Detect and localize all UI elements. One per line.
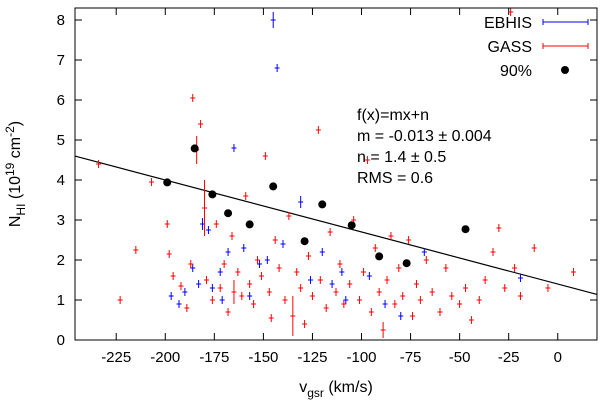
point bbox=[375, 252, 384, 261]
y-tick-label: 1 bbox=[57, 292, 65, 309]
y-label-end: ) bbox=[7, 121, 24, 126]
plot-frame bbox=[74, 7, 598, 341]
point bbox=[163, 178, 172, 187]
annotation: n = 1.4 ± 0.5 bbox=[357, 149, 446, 166]
x-tick-label: -150 bbox=[248, 349, 278, 366]
y-tick-label: 7 bbox=[57, 52, 65, 69]
y-tick-label: 0 bbox=[57, 332, 65, 349]
y-tick-label: 5 bbox=[57, 132, 65, 149]
y-label-sup: 19 bbox=[3, 162, 17, 176]
x-tick-label: -25 bbox=[498, 349, 520, 366]
legend-label: 90% bbox=[500, 63, 532, 80]
x-tick-label: 0 bbox=[554, 349, 562, 366]
x-tick-label: -175 bbox=[199, 349, 229, 366]
point bbox=[300, 237, 309, 246]
y-label-sub: HI bbox=[14, 204, 28, 216]
annotation: RMS = 0.6 bbox=[357, 170, 433, 187]
point bbox=[461, 225, 470, 234]
point bbox=[402, 259, 411, 268]
y-tick-label: 8 bbox=[57, 12, 65, 29]
x-tick-label: -200 bbox=[150, 349, 180, 366]
x-label-sub: gsr bbox=[307, 386, 324, 400]
point bbox=[190, 144, 199, 153]
y-label-main: N bbox=[7, 216, 24, 228]
x-tick-label: -50 bbox=[449, 349, 471, 366]
y-tick-label: 3 bbox=[57, 212, 65, 229]
y-tick-label: 6 bbox=[57, 92, 65, 109]
x-label-main: v bbox=[299, 379, 307, 396]
point bbox=[318, 200, 327, 209]
y-tick-label: 2 bbox=[57, 252, 65, 269]
legend-label: EBHIS bbox=[484, 15, 532, 32]
legend-label: GASS bbox=[488, 39, 532, 56]
point bbox=[208, 190, 217, 199]
x-tick-label: -100 bbox=[346, 349, 376, 366]
y-tick-label: 4 bbox=[57, 172, 65, 189]
annotation: m = -0.013 ± 0.004 bbox=[357, 128, 492, 145]
y-label-rest2: cm bbox=[7, 137, 24, 163]
legend-swatch bbox=[561, 66, 569, 74]
x-tick-label: -125 bbox=[297, 349, 327, 366]
annotation: f(x)=mx+n bbox=[357, 107, 429, 124]
point bbox=[347, 221, 356, 230]
x-tick-label: -75 bbox=[400, 349, 422, 366]
point bbox=[224, 209, 233, 218]
y-label-rest: (10 bbox=[7, 176, 24, 204]
point bbox=[269, 182, 278, 191]
x-axis-label: vgsr (km/s) bbox=[299, 379, 373, 400]
fit-line bbox=[74, 155, 598, 295]
x-label-rest: (km/s) bbox=[324, 379, 373, 396]
point bbox=[245, 220, 254, 229]
y-label-sup2: -2 bbox=[3, 126, 17, 137]
y-axis-label: NHI (1019 cm-2) bbox=[3, 121, 28, 227]
x-tick-label: -225 bbox=[101, 349, 131, 366]
